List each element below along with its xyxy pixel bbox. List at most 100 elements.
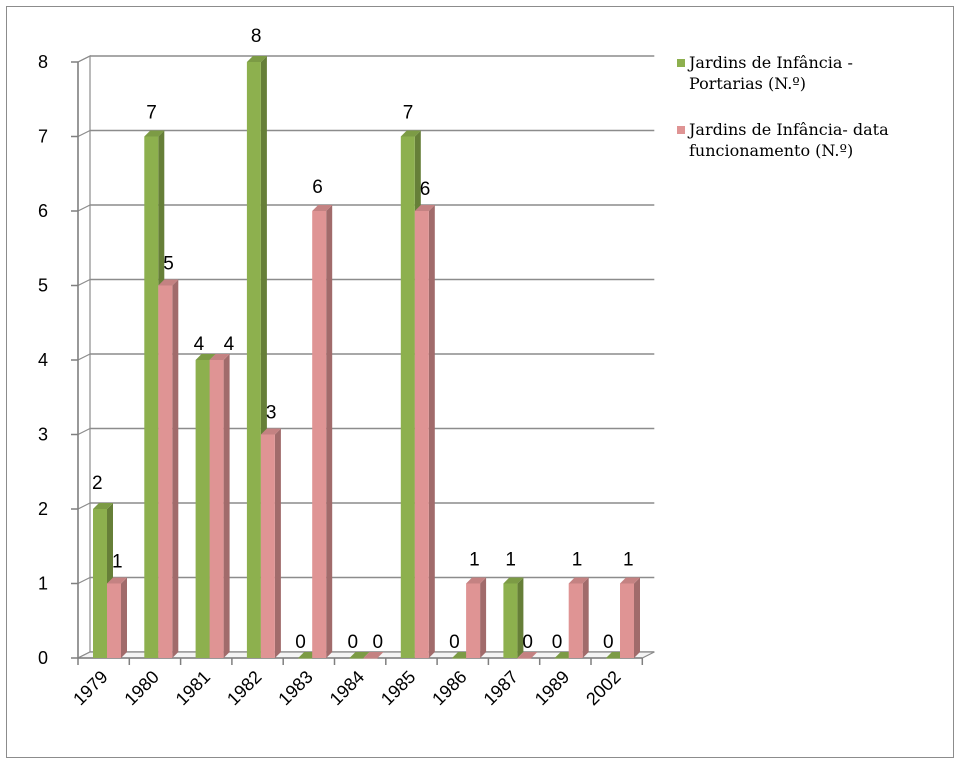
bar-top [503, 577, 524, 584]
bar-portarias [349, 658, 364, 659]
depth-gridline [77, 55, 91, 63]
bar-top [107, 577, 127, 584]
y-tick-label: 2 [38, 499, 48, 519]
x-tick-label: 2002 [582, 667, 624, 709]
x-tick-label: 1983 [274, 667, 316, 709]
bar-funcionamento [363, 658, 378, 659]
x-tick-label: 1985 [377, 667, 419, 709]
bar-top [312, 205, 333, 211]
data-label: 0 [449, 632, 460, 653]
legend-label: Jardins de Infância - [687, 53, 853, 72]
bar-top [517, 652, 538, 658]
y-tick-label: 4 [38, 350, 48, 370]
y-tick-label: 7 [38, 127, 48, 147]
x-tick-label: 1980 [120, 667, 162, 709]
bar-side [172, 279, 179, 658]
data-label: 1 [572, 550, 583, 571]
depth-gridline [77, 576, 91, 585]
x-tick-label: 1979 [69, 667, 111, 709]
y-tick-label: 6 [38, 201, 48, 221]
bar-side [274, 428, 281, 658]
data-label: 0 [603, 632, 614, 653]
bar-funcionamento [568, 583, 583, 658]
bar-portarias [400, 136, 415, 658]
legend-label: Jardins de Infância- data [687, 120, 889, 139]
legend-label: Portarias (N.º) [689, 74, 806, 93]
y-tick-label: 3 [38, 425, 48, 445]
bar-side [428, 205, 435, 658]
bar-top [144, 130, 165, 137]
data-label: 1 [623, 550, 634, 571]
y-tick-label: 8 [38, 52, 48, 72]
bar-top [363, 652, 384, 658]
bar-funcionamento [517, 658, 532, 659]
data-label: 7 [403, 103, 414, 124]
bar-top [349, 652, 370, 658]
bar-portarias [195, 360, 210, 658]
data-label: 0 [522, 632, 533, 653]
bar-portarias [246, 62, 261, 658]
data-label: 0 [373, 632, 384, 653]
x-tick-label: 1987 [480, 667, 522, 709]
bar-top [209, 354, 230, 360]
x-tick-label: 1989 [531, 667, 573, 709]
bar-top [246, 56, 267, 62]
bar-funcionamento [466, 583, 481, 658]
bar-funcionamento [414, 211, 429, 658]
data-label: 4 [194, 334, 205, 355]
bar-side [326, 205, 333, 658]
data-label: 2 [92, 473, 103, 494]
bar-funcionamento [209, 360, 224, 658]
data-label: 0 [295, 632, 306, 653]
y-tick-label: 1 [38, 574, 48, 594]
data-label: 4 [224, 334, 235, 355]
bar-top [400, 130, 421, 137]
legend-swatch [677, 59, 685, 67]
data-label: 8 [251, 26, 262, 47]
y-tick-label: 5 [38, 276, 48, 296]
depth-gridline [77, 204, 91, 212]
data-label: 0 [348, 632, 359, 653]
data-label: 6 [420, 179, 431, 200]
x-tick-label: 1982 [223, 667, 265, 709]
bar-portarias [503, 583, 518, 658]
bar-side [223, 354, 230, 658]
y-tick-label: 0 [38, 648, 48, 668]
bar-portarias [298, 658, 313, 659]
data-label: 1 [469, 550, 480, 571]
bar-portarias [93, 509, 107, 658]
bar-side [121, 577, 127, 658]
bar-top [414, 205, 435, 211]
data-label: 3 [266, 403, 277, 424]
bar-top [260, 428, 281, 435]
bar-funcionamento [260, 434, 275, 658]
depth-gridline [77, 353, 91, 361]
bar-side [480, 577, 487, 658]
data-label: 7 [146, 103, 157, 124]
legend-swatch [677, 126, 685, 134]
data-label: 0 [552, 632, 563, 653]
data-label: 1 [505, 550, 516, 571]
bar-top [195, 354, 216, 360]
bar-top [568, 577, 589, 584]
depth-gridline [77, 129, 91, 138]
data-label: 5 [163, 254, 174, 275]
depth-gridline [77, 278, 91, 287]
legend-label: funcionamento (N.º) [689, 141, 853, 160]
bar-top [93, 503, 113, 509]
bar-top [620, 577, 640, 584]
bar-portarias [606, 658, 620, 659]
bar-top [466, 577, 487, 584]
bar-top [158, 279, 179, 286]
bar-funcionamento [107, 583, 121, 658]
bar-portarias [554, 658, 569, 659]
bar-portarias [144, 136, 159, 658]
depth-gridline [77, 427, 91, 436]
x-tick-label: 1981 [172, 667, 214, 709]
x-tick-label: 1984 [326, 667, 368, 709]
bar-funcionamento [158, 285, 173, 658]
bar-side [582, 577, 589, 658]
bar-portarias [452, 658, 467, 659]
data-label: 1 [112, 552, 123, 573]
